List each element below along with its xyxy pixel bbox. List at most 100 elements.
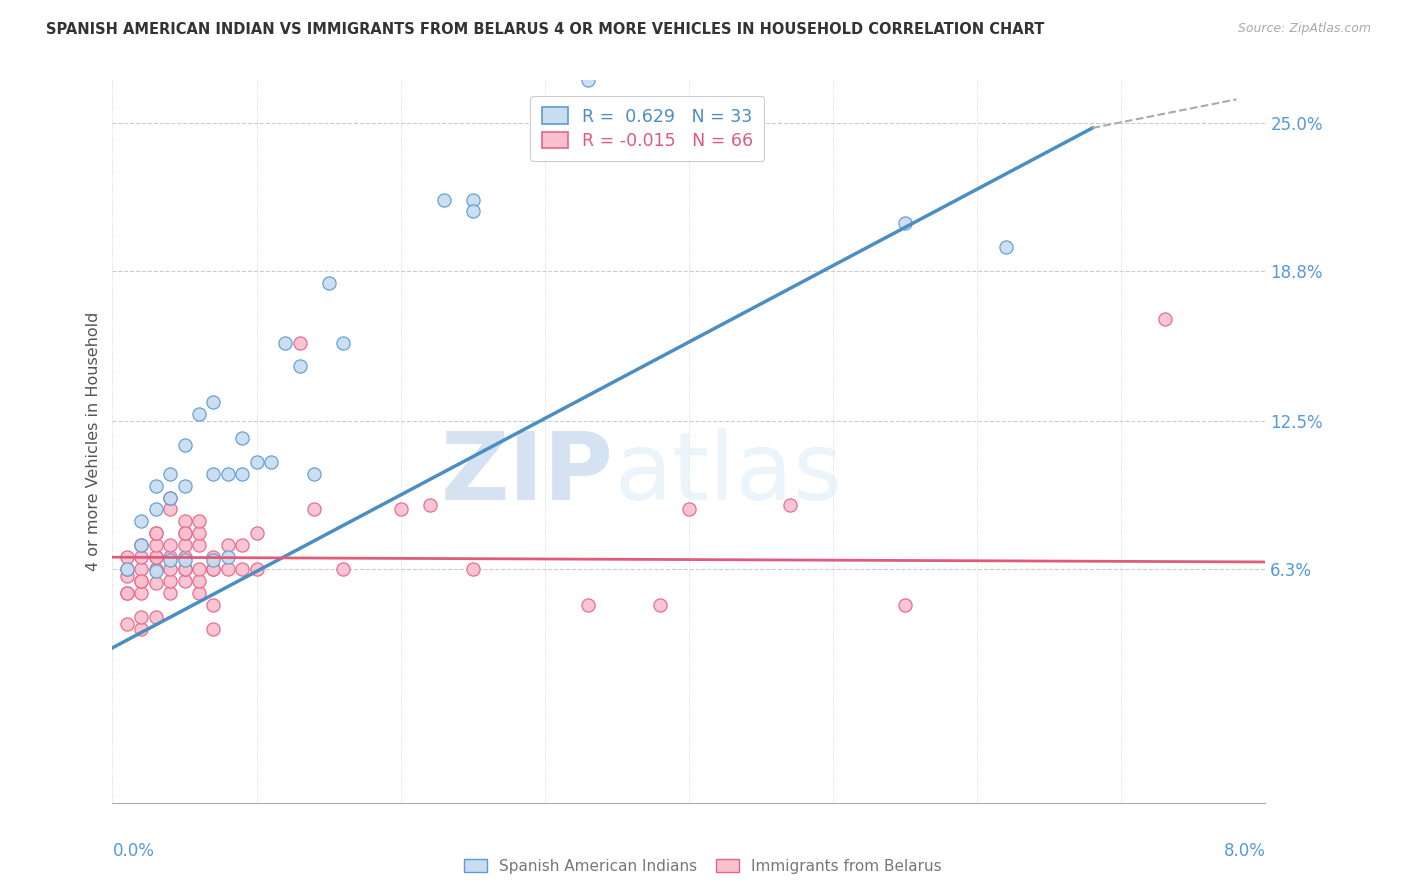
Point <box>188 574 211 588</box>
Point <box>159 491 181 505</box>
Point <box>173 526 195 541</box>
Point <box>188 562 211 576</box>
Point <box>217 562 239 576</box>
Point <box>188 526 211 541</box>
Point <box>995 240 1018 254</box>
Point <box>288 335 311 350</box>
Point <box>159 574 181 588</box>
Point <box>246 455 269 469</box>
Point <box>202 622 225 636</box>
Text: Source: ZipAtlas.com: Source: ZipAtlas.com <box>1237 22 1371 36</box>
Point <box>433 193 456 207</box>
Point <box>115 562 138 576</box>
Text: ZIP: ZIP <box>441 428 614 520</box>
Point <box>274 335 297 350</box>
Point <box>173 438 195 452</box>
Legend: Spanish American Indians, Immigrants from Belarus: Spanish American Indians, Immigrants fro… <box>458 853 948 880</box>
Legend: R =  0.629   N = 33, R = -0.015   N = 66: R = 0.629 N = 33, R = -0.015 N = 66 <box>530 96 763 161</box>
Point <box>159 562 181 576</box>
Point <box>115 550 138 565</box>
Point <box>246 562 269 576</box>
Point <box>173 562 195 576</box>
Point <box>1153 311 1175 326</box>
Point <box>389 502 412 516</box>
Point <box>129 574 153 588</box>
Point <box>159 502 181 516</box>
Point <box>115 569 138 583</box>
Point <box>173 550 195 565</box>
Point <box>159 467 181 481</box>
Point <box>332 562 354 576</box>
Point <box>145 562 167 576</box>
Point <box>188 538 211 552</box>
Point <box>202 562 225 576</box>
Point <box>318 276 340 290</box>
Point <box>188 586 211 600</box>
Point <box>115 586 138 600</box>
Point <box>648 598 672 612</box>
Point <box>145 550 167 565</box>
Point <box>188 515 211 529</box>
Point <box>129 515 153 529</box>
Point <box>332 335 354 350</box>
Point <box>173 552 195 566</box>
Point <box>145 609 167 624</box>
Point <box>461 193 484 207</box>
Point <box>202 598 225 612</box>
Point <box>304 502 326 516</box>
Point <box>115 617 138 632</box>
Point <box>173 538 195 552</box>
Point <box>894 216 917 230</box>
Point <box>173 478 195 492</box>
Point <box>173 562 195 576</box>
Point <box>159 538 181 552</box>
Point <box>145 550 167 565</box>
Point <box>188 407 211 421</box>
Point <box>129 538 153 552</box>
Point <box>145 526 167 541</box>
Point <box>145 576 167 591</box>
Point <box>288 359 311 374</box>
Point <box>260 455 283 469</box>
Point <box>419 498 441 512</box>
Point <box>461 562 484 576</box>
Point <box>145 538 167 552</box>
Point <box>217 550 239 565</box>
Text: SPANISH AMERICAN INDIAN VS IMMIGRANTS FROM BELARUS 4 OR MORE VEHICLES IN HOUSEHO: SPANISH AMERICAN INDIAN VS IMMIGRANTS FR… <box>46 22 1045 37</box>
Point <box>202 395 225 409</box>
Text: 8.0%: 8.0% <box>1223 842 1265 860</box>
Point <box>129 574 153 588</box>
Point <box>115 562 138 576</box>
Point <box>173 574 195 588</box>
Point <box>159 550 181 565</box>
Point <box>129 586 153 600</box>
Text: atlas: atlas <box>614 428 842 520</box>
Point <box>217 538 239 552</box>
Point <box>129 622 153 636</box>
Point <box>173 515 195 529</box>
Point <box>173 526 195 541</box>
Point <box>461 204 484 219</box>
Point <box>678 502 700 516</box>
Point <box>246 526 269 541</box>
Point <box>129 550 153 565</box>
Point <box>145 502 167 516</box>
Point <box>231 562 253 576</box>
Point <box>231 467 253 481</box>
Y-axis label: 4 or more Vehicles in Household: 4 or more Vehicles in Household <box>86 312 101 571</box>
Point <box>115 586 138 600</box>
Point <box>129 538 153 552</box>
Point <box>202 467 225 481</box>
Point <box>304 467 326 481</box>
Point <box>129 609 153 624</box>
Point <box>576 73 599 87</box>
Point <box>202 550 225 565</box>
Point <box>145 526 167 541</box>
Text: 0.0%: 0.0% <box>112 842 155 860</box>
Point <box>202 552 225 566</box>
Point <box>217 467 239 481</box>
Point <box>202 562 225 576</box>
Point <box>129 562 153 576</box>
Point <box>159 586 181 600</box>
Point <box>779 498 801 512</box>
